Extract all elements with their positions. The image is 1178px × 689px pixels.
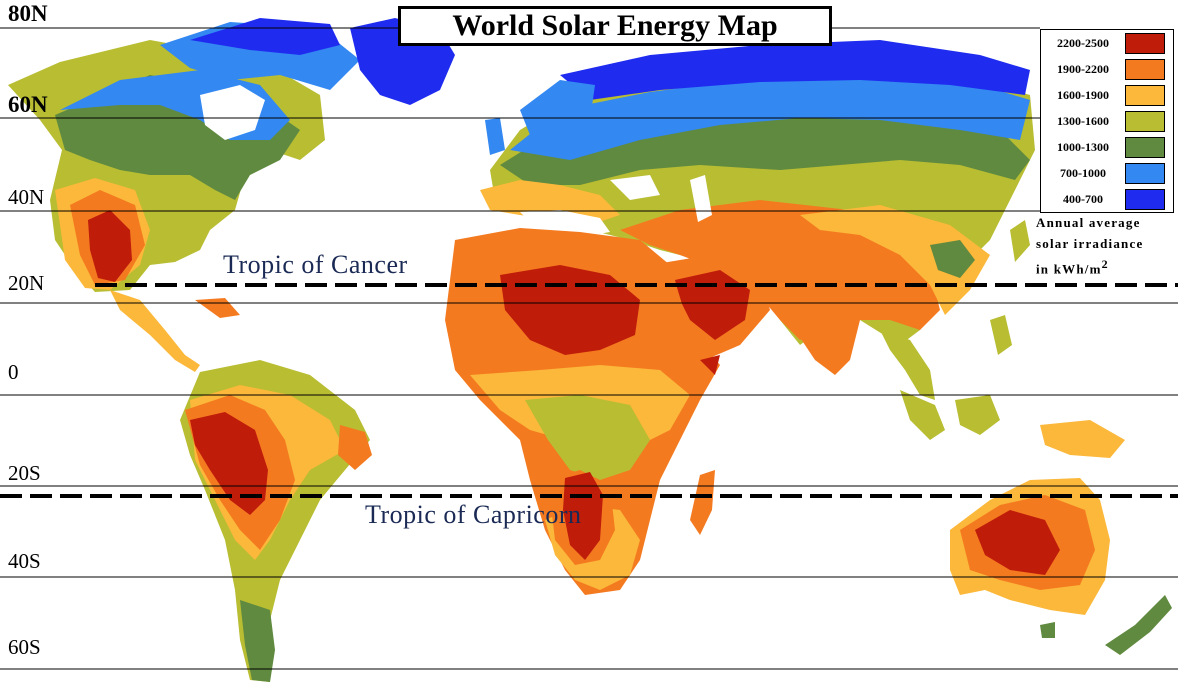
hudson-bay xyxy=(200,85,265,140)
legend-swatch xyxy=(1125,136,1165,158)
philippines xyxy=(990,315,1012,355)
legend-caption-line2: solar irradiance xyxy=(1036,236,1144,251)
tropic-of-capricorn-label: Tropic of Capricorn xyxy=(365,500,582,529)
legend-range-label: 1300-1600 xyxy=(1057,113,1109,128)
australia xyxy=(950,420,1172,655)
legend-caption: Annual average solar irradiance in kWh/m… xyxy=(1036,212,1178,279)
legend-row: 400-700 xyxy=(1041,186,1173,212)
legend-row: 700-1000 xyxy=(1041,160,1173,186)
sahara-red xyxy=(500,265,640,355)
legend-swatch xyxy=(1125,32,1165,54)
caribbean-island xyxy=(195,298,240,318)
china-green xyxy=(930,240,975,278)
lat-label-20n: 20N xyxy=(8,271,45,295)
sa-patagonia xyxy=(240,600,275,682)
scandinavia xyxy=(520,80,595,135)
new-guinea xyxy=(1040,420,1125,458)
new-zealand xyxy=(1105,595,1172,655)
asia-yellow xyxy=(800,205,990,315)
legend-range-label: 700-1000 xyxy=(1060,165,1106,180)
legend-range-label: 1900-2200 xyxy=(1057,61,1109,76)
legend-range-label: 2200-2500 xyxy=(1057,35,1109,50)
lat-label-60n: 60N xyxy=(8,92,48,117)
legend-range-label: 1600-1900 xyxy=(1057,87,1109,102)
lat-label-60s: 60S xyxy=(8,635,41,659)
lat-label-equator: 0 xyxy=(8,360,19,384)
legend-swatch xyxy=(1125,188,1165,210)
africa xyxy=(445,228,720,595)
tropic-of-cancer-label: Tropic of Cancer xyxy=(223,250,408,279)
legend-row: 1300-1600 xyxy=(1041,108,1173,134)
north-america xyxy=(8,18,360,372)
aus-red xyxy=(975,510,1060,575)
legend-range-label: 400-700 xyxy=(1063,191,1103,206)
eurasia-deep xyxy=(560,40,1030,100)
legend-caption-line3: in kWh/m2 xyxy=(1036,254,1178,279)
africa-green xyxy=(525,395,650,480)
horn xyxy=(700,355,720,375)
south-america xyxy=(180,360,372,682)
legend-row: 1900-2200 xyxy=(1041,56,1173,82)
legend: 2200-2500 1900-2200 1600-1900 1300-1600 1000… xyxy=(1040,29,1174,213)
indonesia-1 xyxy=(900,390,945,440)
sa-red xyxy=(190,412,268,515)
caspian xyxy=(690,175,712,222)
black-sea xyxy=(610,175,660,200)
legend-caption-line1: Annual average xyxy=(1036,215,1141,230)
central-america xyxy=(110,290,200,372)
legend-range-label: 1000-1300 xyxy=(1057,139,1109,154)
lat-label-40s: 40S xyxy=(8,549,41,573)
na-arctic-deep xyxy=(190,18,340,55)
map-title: World Solar Energy Map xyxy=(398,6,832,46)
legend-caption-superscript: 2 xyxy=(1101,257,1109,271)
legend-swatch xyxy=(1125,58,1165,80)
legend-row: 2200-2500 xyxy=(1041,30,1173,56)
india xyxy=(780,290,860,375)
arabia-red xyxy=(675,270,750,340)
legend-caption-unit: in kWh/m xyxy=(1036,261,1102,277)
legend-swatch xyxy=(1125,84,1165,106)
lat-label-40n: 40N xyxy=(8,185,45,209)
europe-south xyxy=(480,180,620,225)
se-asia xyxy=(880,330,935,400)
uk xyxy=(485,118,505,155)
lat-label-80n: 80N xyxy=(8,1,48,26)
indonesia-2 xyxy=(955,395,1000,435)
europe xyxy=(480,80,620,238)
japan xyxy=(1010,220,1030,262)
lat-label-20s: 20S xyxy=(8,461,41,485)
madagascar xyxy=(690,470,715,535)
legend-swatch xyxy=(1125,162,1165,184)
legend-row: 1600-1900 xyxy=(1041,82,1173,108)
tasmania xyxy=(1040,622,1055,638)
legend-row: 1000-1300 xyxy=(1041,134,1173,160)
na-southwest-red xyxy=(88,210,132,282)
legend-swatch xyxy=(1125,110,1165,132)
sa-east-orange xyxy=(338,425,372,470)
eurasia xyxy=(490,40,1035,440)
